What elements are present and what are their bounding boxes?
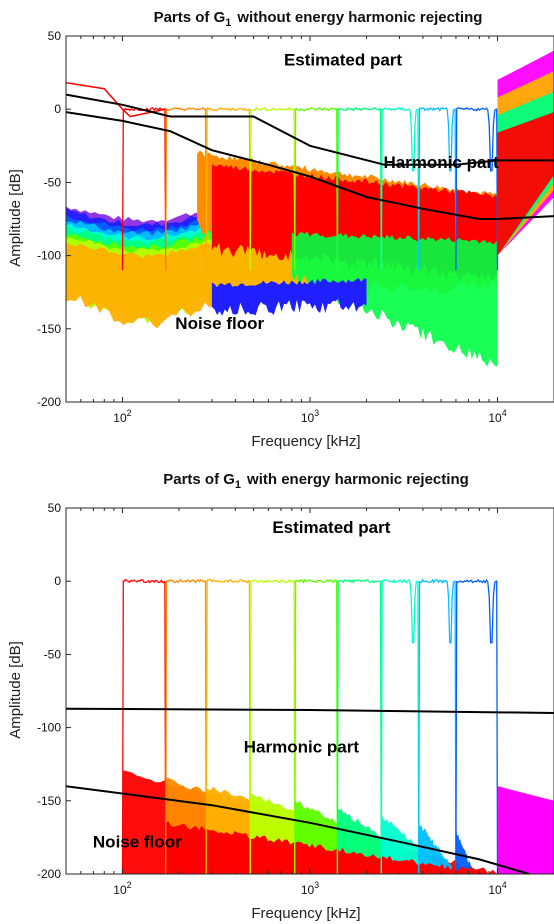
passband-line-6 [380, 578, 420, 874]
y-tick-label: -100 [37, 249, 61, 263]
chart-title-top: Parts of G1 without energy harmonic rejec… [154, 9, 483, 29]
envelope-line-1 [66, 111, 554, 220]
y-tick-label: 0 [54, 574, 61, 588]
passband-line-1 [165, 578, 207, 874]
y-tick-label: 0 [54, 102, 61, 116]
x-tick-label: 103 [301, 408, 319, 425]
x-tick-label: 104 [488, 408, 506, 425]
y-tick-label: 50 [48, 501, 62, 515]
annotation-2: Noise floor [175, 314, 264, 333]
harmonic-band-green [291, 231, 498, 367]
passband-line-2 [205, 578, 251, 874]
highfreq-band [497, 786, 554, 874]
y-tick-label: -50 [44, 647, 62, 661]
y-tick-label: -150 [37, 794, 61, 808]
envelope-line-0 [66, 93, 554, 166]
passband-line-7 [418, 578, 457, 874]
floor-band-blue [211, 278, 367, 316]
y-tick-label: -200 [37, 395, 61, 409]
passband-line-2 [205, 106, 251, 271]
annotation-2: Noise floor [93, 833, 182, 852]
passband-line-0 [121, 578, 167, 874]
passband-line-3 [249, 106, 296, 271]
passband-line-5 [336, 578, 382, 874]
y-tick-label: -100 [37, 721, 61, 735]
x-tick-label: 104 [488, 880, 506, 897]
passband-line-8 [455, 106, 499, 271]
bottom-chart: Parts of G1 with energy harmonic rejectin… [7, 471, 554, 922]
annotation-0: Estimated part [272, 518, 390, 537]
x-axis-label-bottom: Frequency [kHz] [251, 905, 360, 922]
y-tick-label: -200 [37, 867, 61, 881]
envelope-line-0 [66, 707, 554, 714]
passband-line-4 [294, 578, 339, 874]
y-tick-label: -50 [44, 175, 62, 189]
harmonic-band-7 [418, 822, 460, 874]
passband-line-4 [294, 107, 339, 271]
envelope-line-1 [66, 785, 533, 874]
y-axis-label-bottom: Amplitude [dB] [7, 641, 24, 739]
x-tick-label: 102 [113, 880, 131, 897]
passband-line-8 [455, 578, 499, 874]
y-tick-label: 50 [48, 29, 62, 43]
highfreq-band-3 [497, 112, 554, 256]
harmonic-band-8 [455, 829, 475, 874]
passband-line-1 [165, 107, 207, 271]
x-axis-label-top: Frequency [kHz] [251, 433, 360, 450]
annotation-0: Estimated part [284, 50, 402, 69]
annotation-1: Harmonic part [383, 153, 499, 172]
x-tick-label: 102 [113, 408, 131, 425]
y-axis-label-top: Amplitude [dB] [7, 169, 24, 267]
passband-line-6 [380, 107, 420, 271]
x-tick-label: 103 [301, 880, 319, 897]
y-tick-label: -150 [37, 322, 61, 336]
annotation-1: Harmonic part [244, 737, 360, 756]
passband-line-5 [336, 106, 382, 271]
chart-title-bottom: Parts of G1 with energy harmonic rejectin… [163, 471, 469, 491]
top-chart: Parts of G1 without energy harmonic rejec… [7, 9, 554, 450]
passband-line-7 [418, 107, 457, 271]
floor-band-red [165, 821, 487, 874]
series-line-red [66, 82, 166, 118]
passband-line-3 [249, 578, 296, 874]
